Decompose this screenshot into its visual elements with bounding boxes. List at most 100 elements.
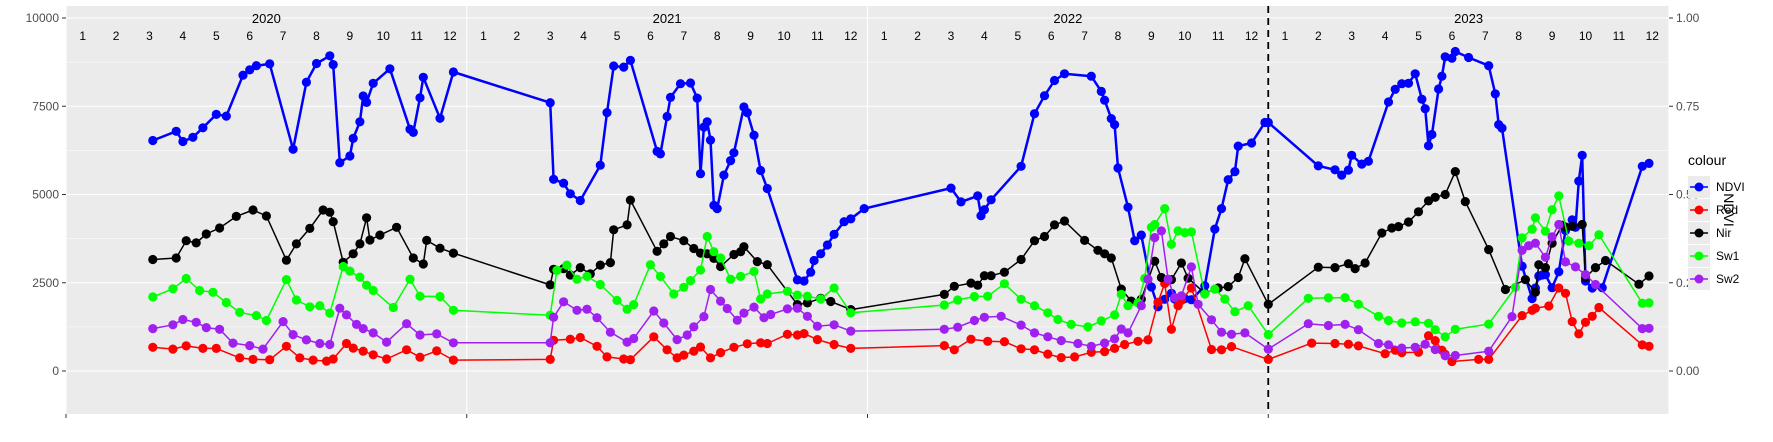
data-point-sw2 — [178, 314, 188, 325]
data-point-nir — [328, 217, 338, 227]
data-point-sw1 — [726, 274, 736, 284]
data-point-nir — [191, 238, 201, 248]
data-point-nir — [1500, 284, 1510, 295]
data-point-sw2 — [766, 309, 776, 320]
data-point-red — [565, 334, 575, 344]
data-point-ndvi — [1230, 167, 1240, 177]
data-point-red — [575, 332, 585, 343]
data-point-ndvi — [238, 70, 248, 80]
data-point-nir — [261, 211, 271, 221]
data-point-sw1 — [939, 300, 949, 310]
data-point-ndvi — [1016, 161, 1026, 171]
data-point-nir — [325, 207, 335, 217]
data-point-sw1 — [291, 295, 301, 305]
data-point-sw2 — [1530, 238, 1540, 248]
data-point-ndvi — [1096, 86, 1106, 96]
data-point-nir — [1016, 254, 1026, 265]
data-point-sw1 — [846, 308, 856, 318]
data-point-red — [716, 348, 726, 358]
data-point-nir — [448, 248, 458, 258]
month-label: 6 — [1048, 29, 1055, 43]
data-point-red — [742, 339, 752, 349]
data-point-red — [148, 342, 158, 352]
data-point-sw1 — [1397, 318, 1407, 328]
data-point-red — [966, 334, 976, 344]
data-point-nir — [1313, 262, 1323, 272]
month-label: 5 — [1014, 29, 1021, 43]
data-point-sw2 — [1580, 270, 1591, 280]
data-point-red — [1517, 311, 1527, 321]
data-point-sw1 — [1210, 284, 1220, 294]
data-point-ndvi — [1554, 267, 1564, 277]
data-point-nir — [689, 243, 699, 254]
data-point-sw1 — [221, 297, 231, 308]
data-point-sw1 — [1110, 310, 1120, 320]
data-point-red — [1430, 336, 1440, 346]
data-point-ndvi — [1577, 150, 1587, 160]
data-point-sw1 — [345, 266, 355, 276]
data-point-ndvi — [575, 195, 585, 206]
left-tick-label: 2500 — [32, 276, 59, 290]
data-point-sw2 — [1450, 350, 1460, 361]
data-point-sw2 — [1143, 274, 1153, 284]
data-point-red — [619, 354, 629, 364]
data-point-sw1 — [1166, 239, 1176, 249]
data-point-red — [695, 342, 706, 352]
data-point-ndvi — [565, 189, 575, 199]
data-point-ndvi — [188, 132, 198, 142]
right-tick-label: 0.75 — [1676, 99, 1700, 113]
data-point-nir — [1039, 231, 1050, 242]
data-point-sw1 — [802, 291, 813, 301]
data-point-sw1 — [325, 308, 335, 318]
data-point-sw2 — [672, 335, 682, 345]
data-point-red — [415, 352, 425, 362]
data-point-sw2 — [1590, 279, 1601, 290]
month-label: 4 — [180, 29, 187, 43]
data-point-sw2 — [1156, 226, 1166, 236]
left-tick-label: 0 — [52, 364, 59, 378]
data-point-sw2 — [716, 296, 726, 306]
data-point-ndvi — [685, 78, 696, 88]
data-point-red — [705, 353, 716, 363]
data-point-sw1 — [999, 279, 1010, 289]
data-point-nir — [1530, 287, 1540, 297]
month-label: 2 — [1315, 29, 1322, 43]
left-tick-label: 5000 — [32, 188, 59, 202]
data-point-red — [1110, 343, 1120, 353]
data-point-red — [1016, 344, 1026, 354]
data-point-ndvi — [1146, 282, 1156, 292]
data-point-ndvi — [1427, 129, 1437, 140]
data-point-sw1 — [448, 305, 458, 315]
data-point-red — [1186, 283, 1196, 293]
data-point-ndvi — [1136, 230, 1146, 240]
data-point-ndvi — [221, 111, 231, 121]
data-point-sw1 — [736, 271, 746, 281]
data-point-sw2 — [649, 306, 659, 316]
data-point-red — [328, 354, 338, 364]
data-point-nir — [605, 258, 616, 268]
legend-key-point-sw2 — [1694, 274, 1704, 284]
data-point-ndvi — [822, 240, 833, 250]
data-point-ndvi — [729, 148, 739, 158]
legend-label-sw1: Sw1 — [1716, 249, 1740, 263]
data-point-red — [432, 346, 442, 356]
data-point-nir — [181, 236, 191, 246]
data-point-sw2 — [1410, 342, 1420, 352]
data-point-sw2 — [739, 308, 749, 318]
data-point-nir — [762, 260, 772, 270]
data-point-sw2 — [148, 324, 158, 334]
data-point-ndvi — [1247, 138, 1257, 148]
data-point-ndvi — [695, 169, 706, 179]
data-point-ndvi — [1343, 165, 1353, 175]
data-point-sw1 — [969, 291, 980, 302]
month-label: 10 — [777, 29, 791, 43]
data-point-sw2 — [1430, 344, 1440, 355]
data-point-sw1 — [1440, 332, 1450, 342]
data-point-red — [358, 346, 368, 356]
data-point-sw1 — [1637, 298, 1647, 308]
data-point-nir — [1343, 259, 1353, 269]
data-point-sw2 — [1263, 344, 1273, 354]
data-point-red — [1120, 339, 1130, 350]
year-label: 2020 — [252, 11, 281, 26]
